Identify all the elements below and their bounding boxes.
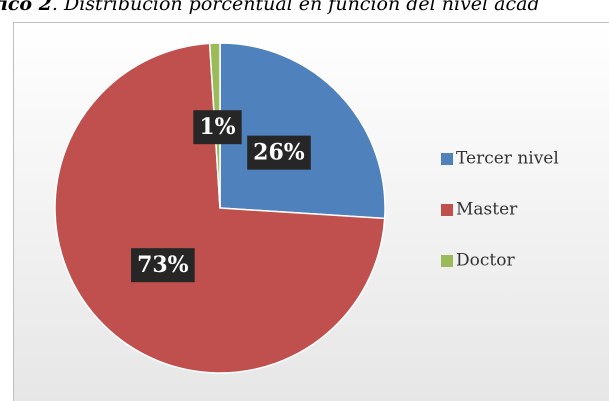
legend-label: Master [456, 200, 518, 220]
legend-label: Tercer nivel [456, 149, 559, 169]
data-label-box [131, 248, 195, 283]
pie-slice [54, 42, 386, 374]
legend-swatch [441, 204, 453, 216]
legend-swatch [441, 153, 453, 165]
data-label: 26% [253, 140, 305, 166]
pie [54, 42, 386, 374]
legend-swatch [441, 255, 453, 267]
data-labels: 26% 73% 1% [131, 110, 311, 283]
chart-title: fico 2. Distribución porcentual en funci… [0, 0, 540, 15]
legend: Tercer nivel Master Doctor [441, 149, 559, 271]
title-text: . Distribución porcentual en función del… [52, 0, 540, 15]
data-label: 73% [137, 252, 189, 278]
title-number: fico 2 [0, 0, 52, 15]
data-label-box [247, 135, 311, 170]
data-label: 1% [199, 114, 235, 140]
data-label-box [193, 110, 242, 145]
legend-label: Doctor [456, 251, 515, 271]
pie-slice [219, 42, 386, 220]
